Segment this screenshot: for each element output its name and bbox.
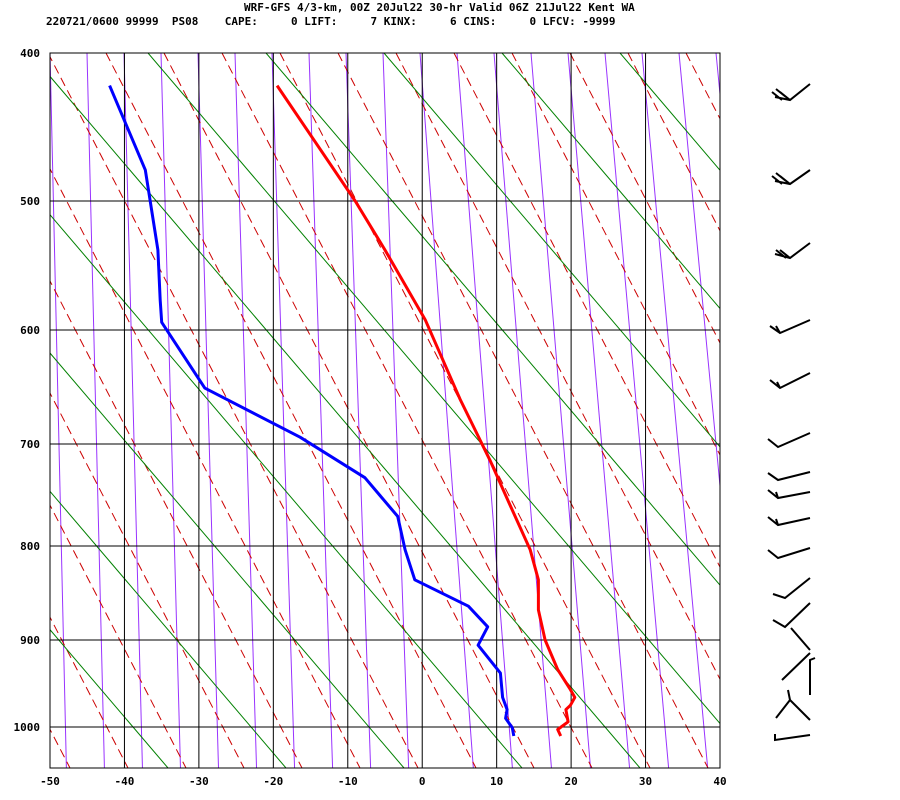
grid-lines [49, 52, 721, 769]
y-tick-label: 900 [20, 634, 40, 647]
dry-adiabat-line [50, 767, 51, 768]
dewpoint-trace [108, 85, 516, 737]
dry-adiabat-line [50, 75, 641, 768]
dry-adiabat-line [50, 490, 287, 768]
mixing-ratio-line [715, 53, 720, 100]
mixing-ratio-line [345, 53, 372, 768]
wind-barb [767, 489, 811, 500]
wind-barb [772, 602, 811, 681]
mixing-ratio-line [604, 53, 670, 768]
mixing-ratio-line [308, 53, 334, 768]
moist-adiabat-line [685, 53, 720, 120]
wind-barb [774, 734, 811, 742]
moist-adiabat-line [627, 53, 720, 232]
y-tick-label: 600 [20, 324, 40, 337]
moist-adiabat-line [50, 728, 71, 768]
x-tick-label: 30 [639, 775, 652, 788]
moist-adiabat-line [511, 53, 720, 457]
wind-barb [775, 689, 811, 721]
dry-adiabat-line [501, 53, 720, 310]
mixing-ratio-line [456, 53, 513, 768]
chart-title: WRF-GFS 4/3-km, 00Z 20Jul22 30-hr Valid … [244, 1, 635, 14]
temperature-trace [275, 84, 577, 737]
x-tick-label: -10 [338, 775, 358, 788]
mixing-ratio-line [382, 53, 410, 768]
moist-adiabat-line [569, 53, 720, 344]
mixing-ratio-line [123, 53, 143, 768]
moist-adiabat-line [337, 53, 709, 768]
x-tick-label: 20 [564, 775, 577, 788]
mixing-ratio-line [419, 53, 474, 768]
mixing-ratio-line [493, 53, 552, 768]
mixing-ratio-line [567, 53, 631, 768]
wind-barb [767, 471, 811, 482]
x-tick-label: -40 [115, 775, 135, 788]
x-tick-label: -50 [40, 775, 60, 788]
x-tick-label: 10 [490, 775, 503, 788]
mixing-ratio-line [271, 53, 296, 768]
moist-adiabat-line [163, 53, 535, 768]
mixing-ratio-line [50, 53, 67, 768]
moist-adiabat-line [279, 53, 651, 768]
moist-adiabat-line [395, 53, 720, 681]
moist-adiabat-line [221, 53, 593, 768]
wind-barb [767, 432, 811, 449]
moist-adiabat-line [50, 279, 303, 768]
dry-adiabat-line [147, 53, 720, 725]
mixing-ratio-line [160, 53, 181, 768]
dry-adiabat-line [50, 352, 405, 768]
wind-barb [771, 83, 811, 102]
dry-adiabat-line [50, 213, 523, 768]
mixing-ratio-line [530, 53, 591, 768]
wind-barb [769, 372, 811, 390]
x-tick-label: -20 [263, 775, 283, 788]
wind-barb [769, 319, 811, 335]
plot-frame [49, 52, 721, 769]
background-group [50, 53, 825, 768]
x-tick-label: -30 [189, 775, 209, 788]
moist-adiabat-line [105, 53, 477, 768]
y-tick-label: 500 [20, 195, 40, 208]
moist-adiabat-line [453, 53, 720, 569]
y-tick-label: 1000 [14, 721, 41, 734]
mixing-ratio-line [678, 53, 720, 492]
dry-adiabat-line [50, 628, 169, 768]
mixing-ratio-line [641, 53, 709, 768]
wind-barb [767, 516, 811, 527]
mixing-ratio-line [753, 53, 825, 768]
wind-barb [774, 242, 811, 260]
x-tick-label: 40 [713, 775, 726, 788]
wind-barbs [767, 83, 816, 742]
tick-labels: -50 -40 -30 -20 -10 0 10 20 30 40 400 500 600 700 800 9… [14, 47, 727, 788]
mixing-ratio-line [86, 53, 105, 768]
wind-barb [767, 547, 811, 560]
chart-subtitle: 220721/0600 99999 PS08 CAPE: 0 LIFT: 7 K… [46, 15, 616, 28]
dry-adiabat-line [383, 53, 720, 448]
traces [108, 84, 577, 737]
x-tick-label: 0 [419, 775, 426, 788]
y-tick-label: 400 [20, 47, 40, 60]
wind-barb [771, 169, 811, 186]
moist-adiabat-line [50, 504, 187, 768]
wind-barb [809, 657, 816, 695]
mixing-ratio-line [197, 53, 219, 768]
moist-adiabat-line [50, 55, 419, 768]
y-tick-label: 700 [20, 438, 40, 451]
dry-adiabat-line [619, 53, 720, 171]
moist-adiabat-line [50, 167, 361, 768]
y-tick-label: 800 [20, 540, 40, 553]
background-lines [50, 53, 825, 768]
wind-barb [772, 577, 811, 600]
